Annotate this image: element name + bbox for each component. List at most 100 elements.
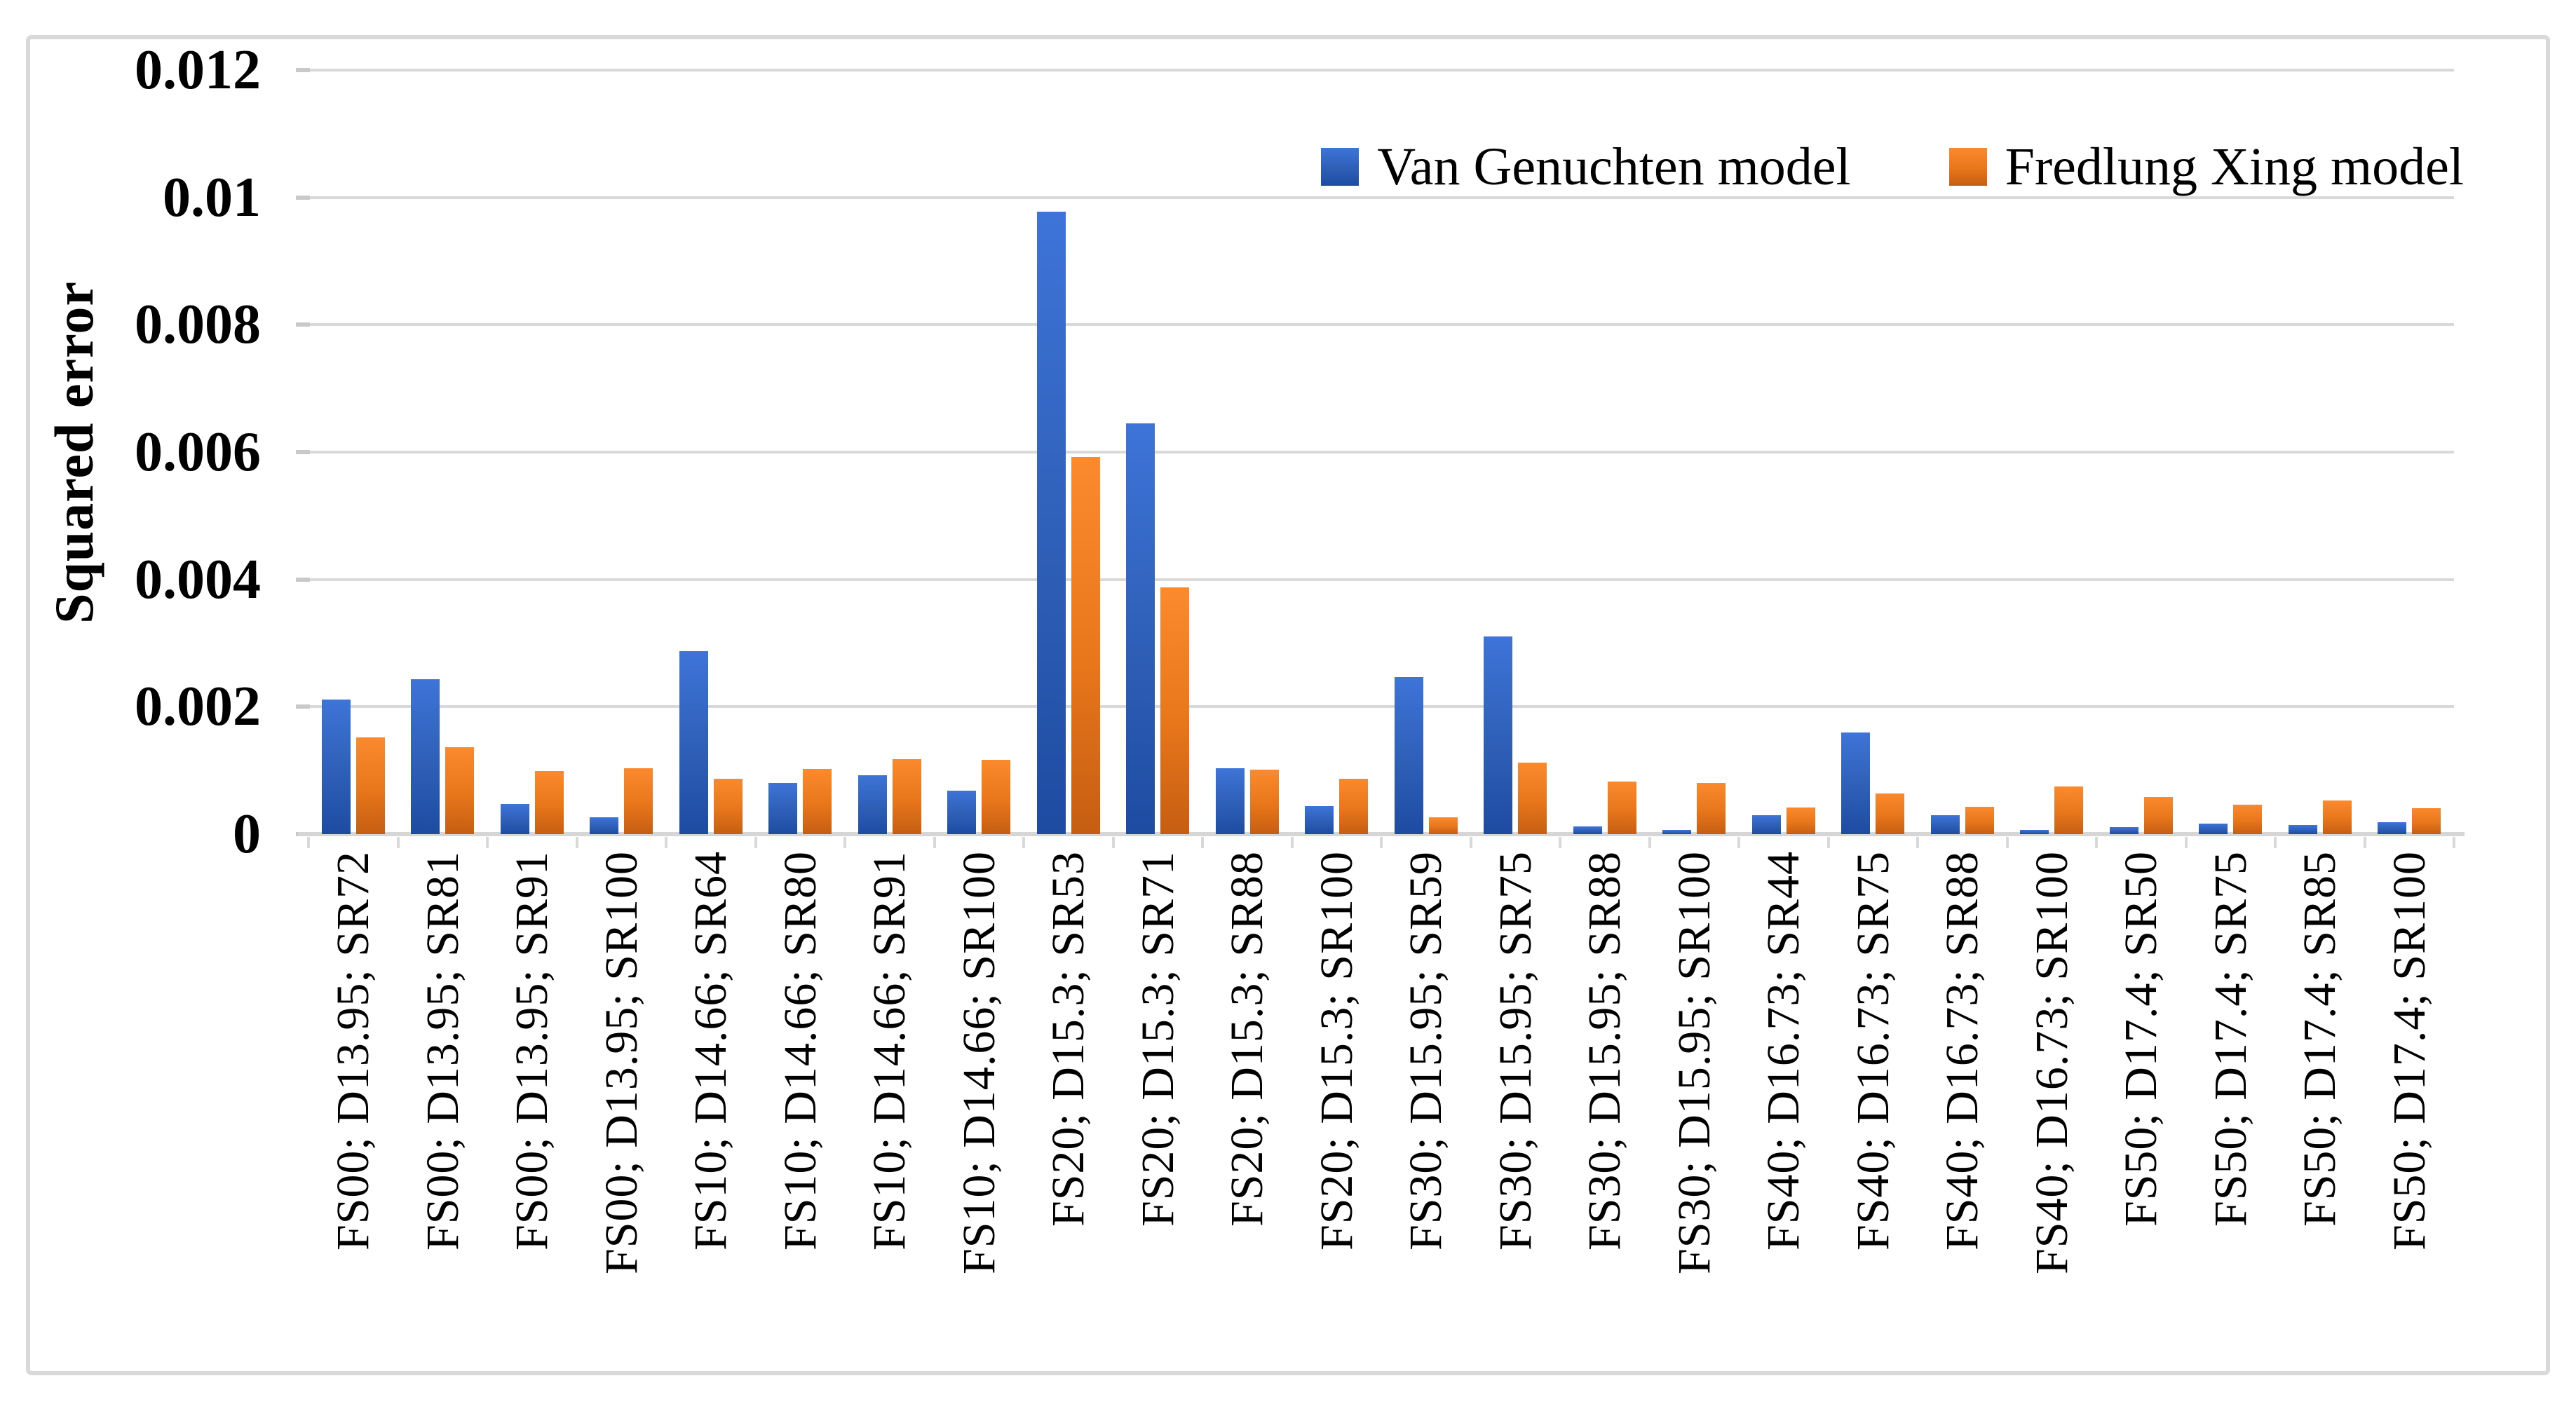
x-category-label: FS30; D15.95; SR75 [1489, 851, 1541, 1250]
x-category-label: FS40; D16.73; SR88 [1937, 851, 1988, 1250]
bar-group [1739, 70, 1829, 834]
bar-van-genuchten-model [1036, 211, 1066, 834]
bar-van-genuchten-model [1573, 826, 1602, 834]
x-category-label: FS50; D17.4; SR85 [2294, 851, 2346, 1227]
bar-group [935, 70, 1024, 834]
bar-group [309, 70, 398, 834]
x-axis-tick [396, 837, 400, 848]
bar-group [2275, 70, 2365, 834]
x-category-cell: FS50; D17.4; SR100 [2365, 851, 2455, 1395]
y-tick-label: 0.004 [135, 548, 261, 611]
x-category-label: FS10; D14.66; SR80 [774, 851, 826, 1250]
x-axis-tick [486, 837, 489, 848]
bar-fredlung-xing-model [1428, 817, 1458, 834]
x-category-cell: FS10; D14.66; SR100 [935, 851, 1024, 1395]
bar-group [1202, 70, 1292, 834]
bar-van-genuchten-model [679, 651, 708, 834]
bar-fredlung-xing-model [2322, 800, 2352, 834]
x-category-cell: FS20; D15.3; SR88 [1202, 851, 1292, 1395]
bar-group [577, 70, 667, 834]
x-axis-tick [307, 837, 310, 848]
bar-fredlung-xing-model [534, 771, 564, 834]
bar-van-genuchten-model [2199, 824, 2228, 834]
bar-group [487, 70, 577, 834]
x-axis-tick [575, 837, 578, 848]
legend-swatch-van-genuchten-icon [1321, 148, 1360, 186]
x-axis-tick [1380, 837, 1383, 848]
x-category-cell: FS40; D16.73; SR88 [1918, 851, 2007, 1395]
gridline [309, 69, 2454, 71]
chart-frame [26, 35, 2550, 1375]
bar-van-genuchten-model [1215, 768, 1245, 834]
x-category-label: FS50; D17.4; SR50 [2115, 851, 2167, 1227]
x-category-cell: FS30; D15.95; SR59 [1381, 851, 1471, 1395]
x-axis-tick [843, 837, 846, 848]
bar-van-genuchten-model [2109, 827, 2138, 834]
x-category-label: FS00; D13.95; SR72 [327, 851, 379, 1250]
legend-label-van-genuchten: Van Genuchten model [1377, 137, 1851, 196]
x-category-cell: FS30; D15.95; SR75 [1471, 851, 1561, 1395]
x-axis-tick [2005, 837, 2009, 848]
bar-van-genuchten-model [2288, 825, 2317, 834]
y-tick-label: 0.002 [135, 676, 261, 738]
x-category-cell: FS10; D14.66; SR80 [756, 851, 846, 1395]
bar-van-genuchten-model [321, 700, 351, 834]
bar-fredlung-xing-model [892, 758, 921, 834]
x-category-label: FS20; D15.3; SR100 [1310, 851, 1362, 1250]
bar-van-genuchten-model [590, 817, 619, 834]
x-axis-tick [1916, 837, 1919, 848]
bar-van-genuchten-model [2020, 829, 2049, 834]
bar-fredlung-xing-model [2143, 797, 2173, 834]
x-axis-tick [2274, 837, 2277, 848]
x-axis-tick [1826, 837, 1830, 848]
x-category-label: FS40; D16.73; SR44 [1758, 851, 1810, 1250]
bar-group [1650, 70, 1740, 834]
bar-van-genuchten-model [768, 783, 798, 834]
y-axis-tick [296, 704, 310, 709]
x-category-label: FS20; D15.3; SR53 [1043, 851, 1094, 1227]
bar-group [1113, 70, 1203, 834]
gridline [309, 578, 2454, 581]
x-axis-tick [933, 837, 936, 848]
bar-van-genuchten-model [1841, 732, 1871, 834]
bar-fredlung-xing-model [2054, 786, 2084, 834]
bar-group [756, 70, 846, 834]
x-axis-tick [2184, 837, 2188, 848]
bar-group [2007, 70, 2097, 834]
bar-fredlung-xing-model [2233, 805, 2263, 834]
bar-fredlung-xing-model [1339, 778, 1369, 834]
bar-group [2365, 70, 2455, 834]
x-category-cell: FS10; D14.66; SR64 [666, 851, 756, 1395]
bar-group [1918, 70, 2007, 834]
bar-fredlung-xing-model [2412, 807, 2441, 834]
x-category-cell: FS30; D15.95; SR100 [1650, 851, 1740, 1395]
bar-fredlung-xing-model [1518, 763, 1547, 834]
x-axis-tick [754, 837, 757, 848]
bar-group [1829, 70, 1918, 834]
x-category-cell: FS50; D17.4; SR85 [2275, 851, 2365, 1395]
legend-label-fredlung-xing: Fredlung Xing model [2005, 137, 2464, 196]
x-category-label: FS00; D13.95; SR81 [416, 851, 468, 1250]
bar-van-genuchten-model [1305, 806, 1334, 834]
legend-item-van-genuchten: Van Genuchten model [1321, 137, 1851, 198]
gridline [309, 323, 2454, 327]
y-tick-label: 0.01 [163, 166, 261, 229]
x-category-cell: FS00; D13.95; SR81 [398, 851, 488, 1395]
bar-fredlung-xing-model [624, 768, 653, 834]
bar-fredlung-xing-model [1607, 781, 1636, 834]
bar-fredlung-xing-model [445, 747, 475, 834]
bar-group [2186, 70, 2276, 834]
x-category-label: FS00; D13.95; SR91 [506, 851, 558, 1250]
bar-van-genuchten-model [1751, 815, 1781, 834]
x-axis-baseline [298, 832, 2465, 836]
x-category-label: FS50; D17.4; SR75 [2204, 851, 2256, 1227]
bar-fredlung-xing-model [355, 737, 385, 834]
x-category-cell: FS40; D16.73; SR100 [2007, 851, 2097, 1395]
y-axis-tick [296, 577, 310, 582]
gridline [309, 196, 2454, 199]
x-category-cell: FS40; D16.73; SR44 [1739, 851, 1829, 1395]
y-tick-label: 0.012 [135, 39, 261, 101]
x-axis-tick [1648, 837, 1651, 848]
x-axis-tick [2363, 837, 2366, 848]
